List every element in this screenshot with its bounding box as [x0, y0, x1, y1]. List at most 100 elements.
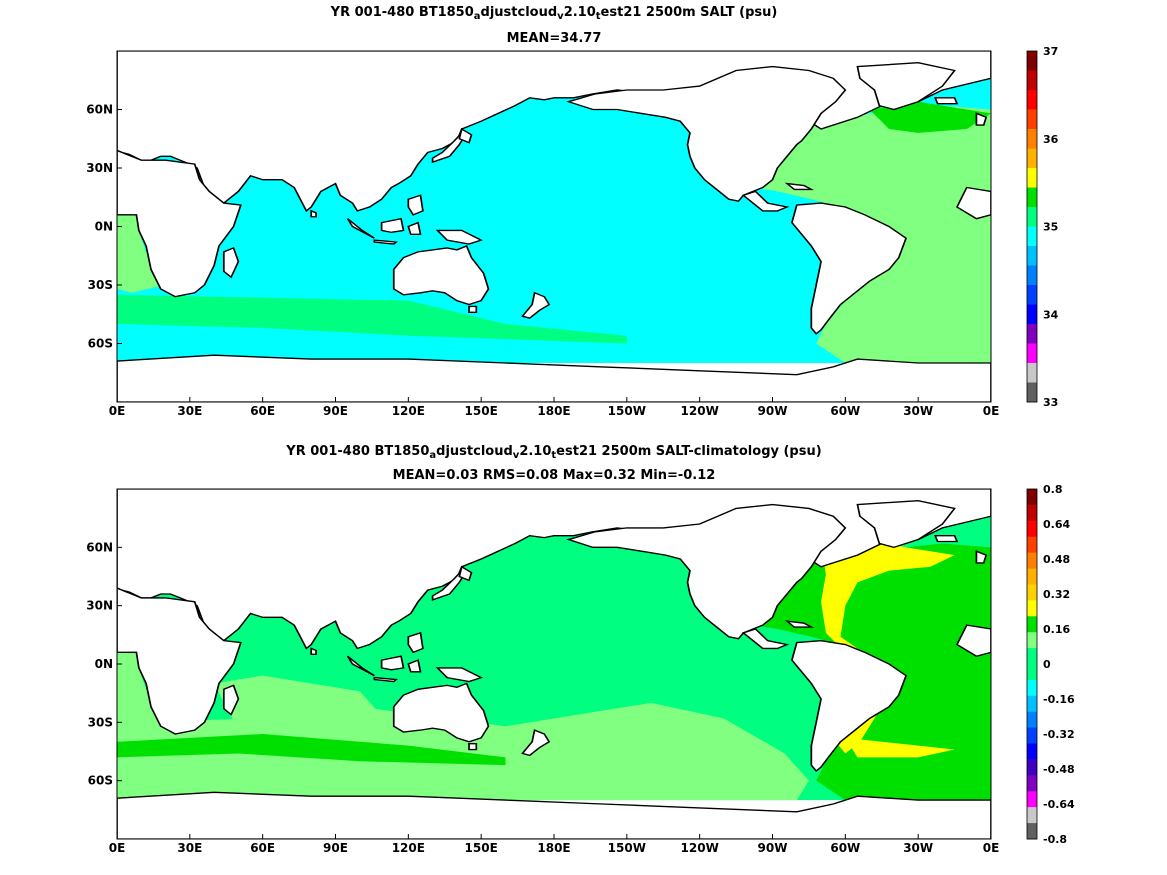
bottom-x-ticks: 0E 30E 60E 90E 120E 150E 180E 150W 120W 90W 60W 30W… [109, 834, 1000, 855]
colorbar-swatch [1027, 70, 1037, 91]
x-tick-label: 120E [392, 404, 425, 418]
colorbar-swatch [1027, 148, 1037, 169]
top-map: 0E 30E 60E 90E 120E 150E 180E 150W 120W 90W 60W 30W… [86, 45, 1058, 418]
top-map-subtitle: MEAN=34.77 [506, 31, 602, 46]
bottom-y-ticks: 60N 30N 0N 30S 60S [86, 540, 122, 788]
x-tick-label: 0E [983, 404, 1000, 418]
x-tick-label: 0E [983, 841, 1000, 855]
colorbar-swatch [1027, 285, 1037, 305]
x-tick-label: 60W [830, 841, 860, 855]
top-title-part-3: 2.10 [563, 5, 596, 20]
colorbar-swatch [1027, 616, 1037, 633]
x-tick-label: 90E [323, 404, 348, 418]
bottom-southern-band [117, 734, 506, 766]
x-tick-label: 180E [537, 404, 570, 418]
x-tick-label: 60E [250, 404, 275, 418]
bottom-atlantic [753, 543, 991, 801]
x-tick-label: 60W [830, 404, 860, 418]
colorbar-swatch [1027, 632, 1037, 649]
colorbar-swatch [1027, 664, 1037, 681]
y-tick-label: 30S [88, 715, 113, 729]
bottom-title-sub-t: t [551, 450, 557, 461]
bottom-south-atlantic-yellow [845, 737, 955, 758]
x-tick-label: 60E [250, 841, 275, 855]
top-title-sub-a: a [473, 11, 481, 22]
colorbar-swatch [1027, 743, 1037, 760]
colorbar-swatch [1027, 168, 1037, 188]
colorbar-swatch [1027, 695, 1037, 713]
colorbar-swatch [1027, 246, 1037, 266]
colorbar-label: 0.16 [1043, 623, 1070, 636]
colorbar-label: -0.64 [1043, 798, 1075, 811]
top-map-plot [117, 51, 991, 402]
x-tick-label: 120W [681, 841, 719, 855]
colorbar-swatch [1027, 759, 1037, 776]
colorbar-swatch [1027, 711, 1037, 729]
colorbar-label: 35 [1043, 221, 1058, 234]
colorbar-label: 34 [1043, 308, 1059, 321]
x-tick-label: 150W [608, 404, 646, 418]
colorbar-label: 33 [1043, 396, 1058, 409]
bottom-title-part-2: djustcloud [436, 444, 513, 459]
y-tick-label: 60N [86, 540, 113, 554]
colorbar-swatch [1027, 504, 1037, 522]
colorbar-label: 0 [1043, 658, 1051, 671]
top-title-part-2: djustcloud [480, 5, 558, 20]
colorbar-swatch [1027, 129, 1037, 149]
x-tick-label: 90W [758, 404, 788, 418]
x-tick-label: 30E [177, 404, 202, 418]
colorbar-swatch [1027, 823, 1037, 840]
colorbar-swatch [1027, 343, 1037, 364]
x-tick-label: 0E [109, 841, 126, 855]
colorbar-swatch [1027, 382, 1037, 403]
x-tick-label: 150W [608, 841, 646, 855]
top-map-title: YR 001-480 BT1850adjustcloudv2.10test21 … [117, 5, 991, 22]
colorbar-swatch [1027, 304, 1037, 325]
bottom-map-subtitle: MEAN=0.03 RMS=0.08 Max=0.32 Min=-0.12 [392, 468, 716, 483]
bottom-colorbar: 0.8 0.64 0.48 0.32 0.16 0 -0.16 -0.32 -0.48 -0.64… [1026, 483, 1075, 846]
bottom-map: 0E 30E 60E 90E 120E 150E 180E 150W 120W 90W 60W 30W… [86, 483, 1075, 855]
x-tick-label: 30E [177, 841, 202, 855]
colorbar-swatch [1027, 584, 1037, 601]
colorbar-label: 0.64 [1043, 518, 1070, 531]
top-title-sub-t: t [595, 11, 601, 22]
top-title-part-4: est21 2500m SALT (psu) [600, 5, 778, 20]
colorbar-swatch [1027, 536, 1037, 554]
top-north-atlantic [869, 101, 991, 133]
colorbar-swatch [1027, 679, 1037, 697]
colorbar-label: 0.32 [1043, 588, 1070, 601]
colorbar-swatch [1027, 552, 1037, 570]
colorbar-swatch [1027, 648, 1037, 665]
x-tick-label: 120W [681, 404, 719, 418]
top-atlantic [753, 105, 991, 363]
y-tick-label: 30S [88, 278, 113, 292]
colorbar-swatch [1027, 187, 1037, 208]
x-tick-label: 90E [323, 841, 348, 855]
bottom-title-sub-v: v [512, 450, 520, 461]
colorbar-label: 0.48 [1043, 553, 1070, 566]
colorbar-label: 36 [1043, 133, 1059, 146]
top-title-sub-v: v [557, 11, 564, 22]
y-tick-label: 30N [86, 599, 113, 613]
colorbar-swatch [1027, 520, 1037, 538]
x-tick-label: 90W [758, 841, 788, 855]
colorbar-label: -0.16 [1043, 693, 1075, 706]
x-tick-label: 180E [537, 841, 570, 855]
colorbar-frame [1026, 50, 1038, 403]
colorbar-label: -0.32 [1043, 728, 1075, 741]
y-tick-label: 60S [88, 337, 113, 351]
y-tick-label: 60N [86, 103, 113, 117]
colorbar-swatch [1027, 807, 1037, 824]
colorbar-label: -0.48 [1043, 763, 1075, 776]
colorbar-label: 37 [1043, 45, 1058, 58]
colorbar-swatch [1027, 109, 1037, 130]
colorbar-swatch [1027, 568, 1037, 585]
top-x-ticks: 0E 30E 60E 90E 120E 150E 180E 150W 120W 90W 60W 30W… [109, 397, 1000, 418]
x-tick-label: 30W [903, 404, 933, 418]
y-tick-label: 0N [95, 657, 113, 671]
y-tick-label: 60S [88, 774, 113, 788]
colorbar-swatch [1027, 489, 1037, 506]
bottom-map-plot [117, 489, 991, 839]
x-tick-label: 0E [109, 404, 126, 418]
